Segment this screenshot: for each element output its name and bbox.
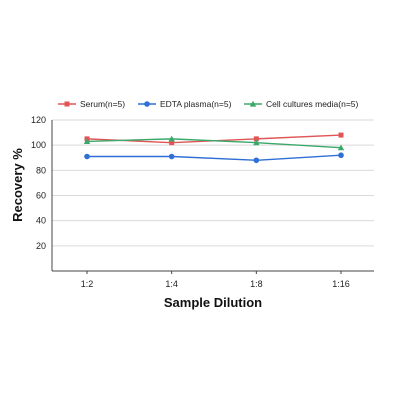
y-tick-labels: 20 40 60 80 100 120: [31, 115, 46, 251]
series-circle: [84, 152, 344, 164]
series-line: [87, 154, 342, 161]
data-point: [337, 144, 345, 151]
data-point: [168, 153, 175, 160]
data-point: [338, 132, 344, 138]
legend-marker: [144, 101, 150, 107]
data-point: [253, 157, 260, 164]
y-tick-label: 120: [31, 115, 46, 125]
x-tick-label: 1:2: [81, 279, 94, 289]
series-line: [86, 138, 342, 149]
data-point: [84, 153, 90, 160]
y-tick-label: 20: [36, 241, 46, 251]
legend-label: Cell cultures media(n=5): [266, 99, 359, 109]
data-series: [83, 132, 345, 164]
x-tick-label: 1:8: [250, 279, 263, 289]
y-gridlines: [52, 119, 374, 247]
chart-axes: [51, 120, 374, 274]
y-tick-label: 60: [36, 191, 46, 201]
x-axis-title: Sample Dilution: [164, 295, 262, 310]
series-square: [84, 132, 344, 146]
legend-item: EDTA plasma(n=5): [138, 99, 232, 109]
legend-item: Serum(n=5): [58, 99, 125, 109]
x-tick-labels: 1:2 1:4 1:8 1:16: [81, 279, 350, 289]
series-line: [86, 134, 342, 144]
data-point: [253, 139, 260, 146]
y-tick-label: 40: [36, 216, 46, 226]
legend-label: EDTA plasma(n=5): [160, 99, 232, 109]
y-tick-label: 80: [36, 165, 46, 175]
data-point: [169, 140, 175, 146]
legend-item: Cell cultures media(n=5): [244, 99, 359, 109]
y-tick-label: 100: [31, 140, 46, 150]
data-point: [83, 138, 91, 144]
series-triangle: [83, 135, 345, 151]
chart-legend: Serum(n=5) EDTA plasma(n=5) Cell cultures …: [58, 99, 359, 109]
y-axis-title: Recovery %: [10, 148, 25, 222]
data-point: [338, 152, 344, 159]
x-tick-label: 1:16: [332, 279, 350, 289]
x-tick-label: 1:4: [165, 279, 178, 289]
legend-label: Serum(n=5): [80, 99, 125, 109]
data-point: [253, 136, 259, 142]
data-point: [168, 135, 175, 142]
legend-marker: [64, 101, 70, 107]
legend-marker: [249, 100, 257, 107]
